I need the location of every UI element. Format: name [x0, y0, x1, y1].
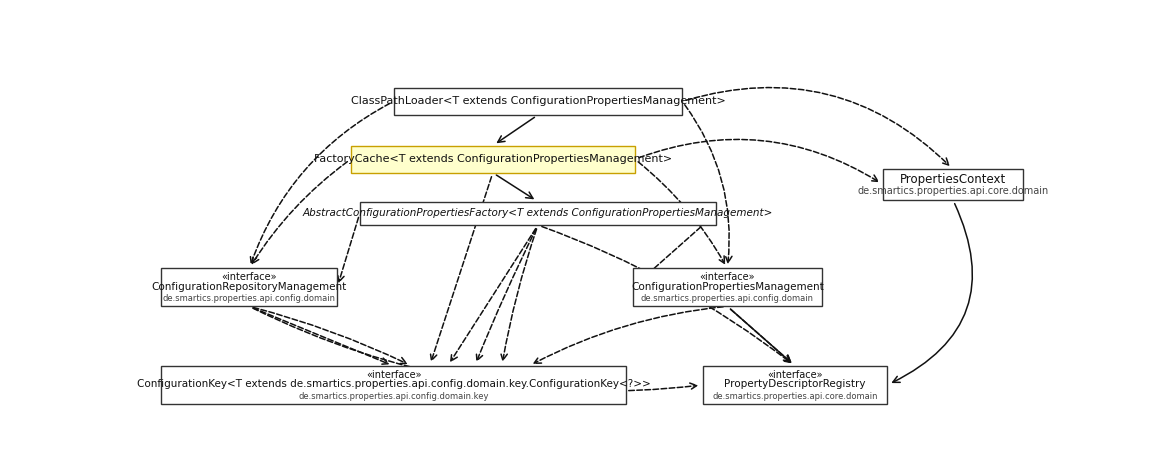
Text: «interface»: «interface»	[767, 370, 823, 380]
Text: de.smartics.properties.api.config.domain.key: de.smartics.properties.api.config.domain…	[298, 392, 489, 401]
Text: «interface»: «interface»	[365, 370, 421, 380]
Text: de.smartics.properties.api.config.domain: de.smartics.properties.api.config.domain	[641, 294, 814, 303]
FancyBboxPatch shape	[162, 268, 338, 306]
Text: de.smartics.properties.api.core.domain: de.smartics.properties.api.core.domain	[712, 392, 878, 401]
Text: ConfigurationRepositoryManagement: ConfigurationRepositoryManagement	[151, 282, 347, 292]
FancyBboxPatch shape	[350, 146, 634, 173]
Text: FactoryCache<T extends ConfigurationPropertiesManagement>: FactoryCache<T extends ConfigurationProp…	[314, 154, 672, 164]
Text: de.smartics.properties.api.config.domain: de.smartics.properties.api.config.domain	[163, 294, 335, 303]
Text: PropertiesContext: PropertiesContext	[900, 174, 1006, 186]
Text: AbstractConfigurationPropertiesFactory<T extends ConfigurationPropertiesManageme: AbstractConfigurationPropertiesFactory<T…	[303, 208, 773, 219]
FancyBboxPatch shape	[883, 169, 1023, 200]
Text: «interface»: «interface»	[221, 272, 277, 282]
Text: «interface»: «interface»	[700, 272, 755, 282]
Text: PropertyDescriptorRegistry: PropertyDescriptorRegistry	[724, 379, 866, 389]
FancyBboxPatch shape	[393, 88, 682, 115]
FancyBboxPatch shape	[162, 366, 626, 404]
FancyBboxPatch shape	[360, 202, 716, 225]
Text: de.smartics.properties.api.core.domain: de.smartics.properties.api.core.domain	[857, 186, 1049, 196]
FancyBboxPatch shape	[703, 366, 887, 404]
Text: ConfigurationPropertiesManagement: ConfigurationPropertiesManagement	[631, 282, 824, 292]
FancyBboxPatch shape	[633, 268, 822, 306]
Text: ConfigurationKey<T extends de.smartics.properties.api.config.domain.key.Configur: ConfigurationKey<T extends de.smartics.p…	[136, 379, 651, 389]
Text: ClassPathLoader<T extends ConfigurationPropertiesManagement>: ClassPathLoader<T extends ConfigurationP…	[350, 97, 725, 106]
